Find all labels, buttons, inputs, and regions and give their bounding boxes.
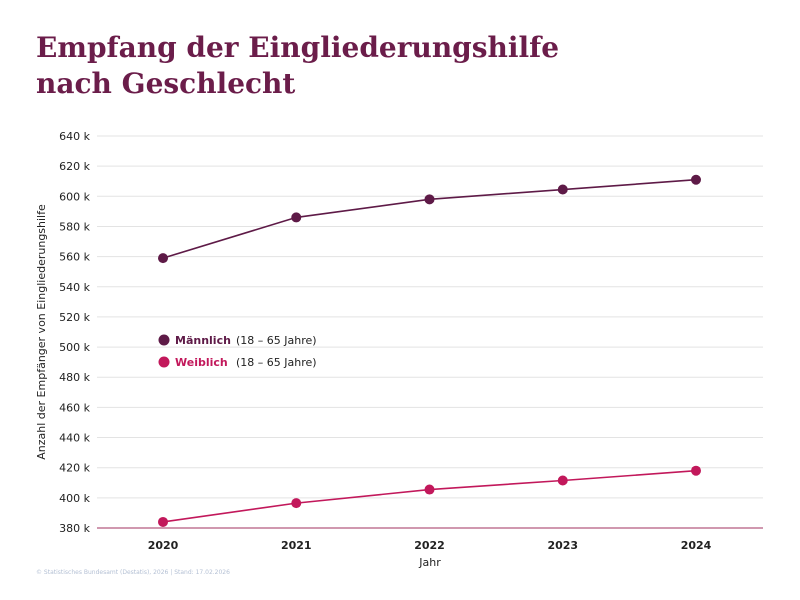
y-tick-label: 560 k <box>59 251 90 264</box>
y-tick-label: 540 k <box>59 281 90 294</box>
x-tick-label: 2023 <box>547 539 578 552</box>
series-line-weiblich <box>162 469 697 523</box>
data-point-weiblich <box>424 484 435 495</box>
y-tick-label: 440 k <box>59 432 90 445</box>
x-tick-label: 2024 <box>681 539 712 552</box>
chart-title-line-2: nach Geschlecht <box>36 67 296 100</box>
y-tick-label: 580 k <box>59 220 90 233</box>
data-point-maennlich <box>691 174 701 185</box>
y-tick-label: 600 k <box>59 190 90 203</box>
y-tick-label: 640 k <box>59 130 90 143</box>
y-tick-label: 460 k <box>59 401 90 414</box>
x-tick-label: 2020 <box>148 539 179 552</box>
chart-title-line-1: Empfang der Eingliederungshilfe <box>36 31 560 64</box>
x-axis-ticks: 2020 2021 2022 2023 2024 <box>148 539 712 552</box>
x-tick-label: 2022 <box>414 539 445 552</box>
x-tick-label: 2021 <box>281 539 312 552</box>
legend-marker-maennlich <box>158 334 170 346</box>
gridlines <box>97 135 763 499</box>
x-axis-label: Jahr <box>418 556 441 569</box>
y-tick-label: 400 k <box>59 492 90 505</box>
y-tick-label: 520 k <box>59 311 90 324</box>
data-point-weiblich <box>291 498 302 509</box>
copyright-footer: © Statistisches Bundesamt (Destatis), 20… <box>36 569 230 576</box>
data-point-weiblich <box>158 516 168 527</box>
legend: Männlich (18 – 65 Jahre) Weiblich (18 – 65 … <box>158 334 317 369</box>
legend-marker-weiblich <box>158 356 170 368</box>
series-group <box>158 174 701 527</box>
legend-label-maennlich: Männlich <box>175 334 231 347</box>
data-point-weiblich <box>557 475 568 486</box>
legend-label-weiblich: Weiblich <box>175 356 228 369</box>
data-point-maennlich <box>158 253 168 264</box>
y-tick-label: 420 k <box>59 462 90 475</box>
y-tick-label: 480 k <box>59 371 90 384</box>
legend-range-maennlich: (18 – 65 Jahre) <box>236 334 317 347</box>
data-point-maennlich <box>424 194 435 205</box>
data-point-maennlich <box>291 212 302 223</box>
legend-range-weiblich: (18 – 65 Jahre) <box>236 356 317 369</box>
y-tick-label: 380 k <box>59 522 90 535</box>
series-line-maennlich <box>162 178 697 259</box>
data-point-maennlich <box>557 184 568 195</box>
y-axis-label: Anzahl der Empfänger von Eingliederungsh… <box>35 204 48 460</box>
data-point-weiblich <box>691 465 701 476</box>
y-tick-label: 620 k <box>59 160 90 173</box>
y-tick-label: 500 k <box>59 341 90 354</box>
y-axis-ticks: 380 k 400 k 420 k 440 k 460 k 480 k 500 k 520 k… <box>59 130 90 535</box>
chart-title: Empfang der Eingliederungshilfe nach Ges… <box>36 30 736 102</box>
